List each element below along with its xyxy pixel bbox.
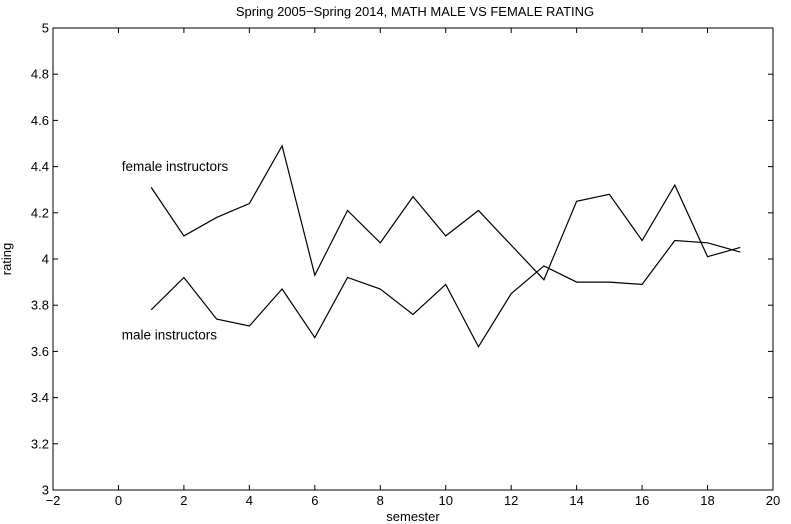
male-series-line [150, 239, 741, 348]
y-tick-label: 3.2 [31, 436, 49, 451]
male-instructors-label: male instructors [122, 328, 218, 343]
x-tick-label: 12 [504, 493, 518, 508]
y-tick-label: 4.2 [31, 205, 49, 220]
y-tick-label: 4.8 [31, 67, 49, 82]
x-tick-label: 0 [115, 493, 122, 508]
y-tick-label: 4.4 [31, 159, 49, 174]
plot-frame [52, 27, 774, 491]
y-tick-label: 3.6 [31, 344, 49, 359]
y-tick-label: 3.8 [31, 298, 49, 313]
x-tick-label: 4 [246, 493, 253, 508]
x-axis-label: semester [386, 509, 440, 524]
chart-title: Spring 2005−Spring 2014, MATH MALE VS FE… [236, 4, 594, 19]
y-tick-label: 4 [42, 252, 49, 267]
y-tick-label: 4.6 [31, 113, 49, 128]
female-instructors-label: female instructors [122, 159, 229, 174]
x-tick-label: −2 [46, 493, 61, 508]
y-tick-label: 3 [42, 483, 49, 498]
x-tick-label: 10 [438, 493, 452, 508]
x-tick-label: 14 [569, 493, 583, 508]
x-tick-label: 8 [377, 493, 384, 508]
x-tick-label: 18 [700, 493, 714, 508]
x-tick-label: 6 [311, 493, 318, 508]
x-tick-label: 16 [635, 493, 649, 508]
x-tick-label: 20 [766, 493, 780, 508]
x-tick-label: 2 [180, 493, 187, 508]
female-series-line [150, 144, 741, 281]
y-axis-label: rating [0, 243, 14, 276]
y-tick-label: 3.4 [31, 390, 49, 405]
y-tick-label: 5 [42, 21, 49, 36]
